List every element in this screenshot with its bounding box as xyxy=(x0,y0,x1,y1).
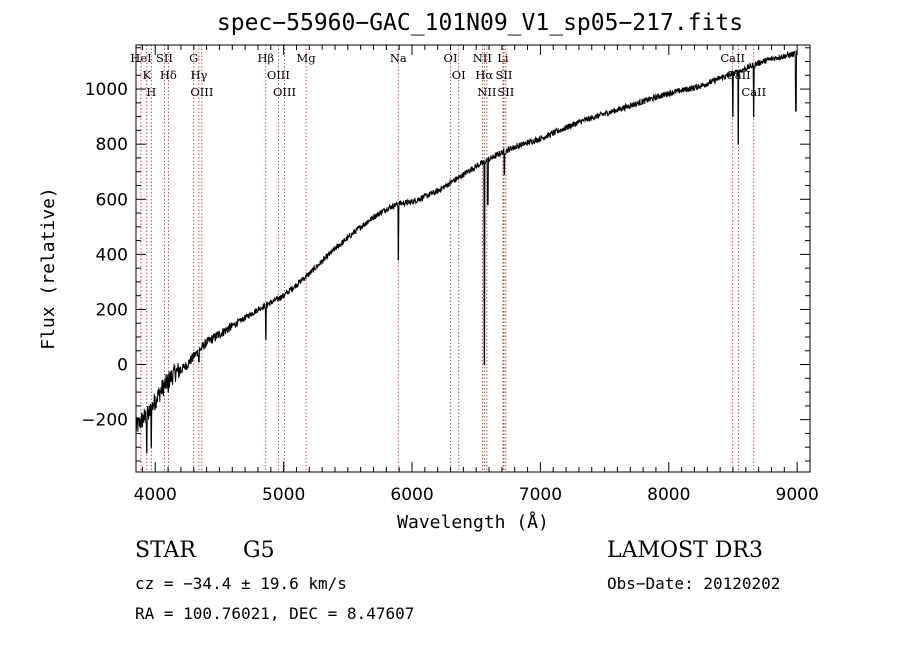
line-marker-label: Mg xyxy=(297,51,317,65)
y-tick-label: 0 xyxy=(117,356,128,376)
line-marker-label: HeI xyxy=(130,51,151,65)
line-marker-label: Hα xyxy=(475,68,493,82)
line-marker-label: OI xyxy=(452,68,466,82)
x-tick-label: 5000 xyxy=(262,485,305,505)
line-marker-label: OIII xyxy=(190,85,213,99)
line-marker-label: CaII xyxy=(720,51,745,65)
coordinates-label: RA = 100.76021, DEC = 8.47607 xyxy=(135,604,415,623)
plot-frame xyxy=(135,44,811,473)
line-marker-label: Li xyxy=(497,51,509,65)
line-marker-label: OIII xyxy=(267,68,290,82)
survey-label: LAMOST DR3 xyxy=(607,538,763,563)
y-tick-label: 400 xyxy=(96,245,128,265)
y-tick-label: 1000 xyxy=(85,80,128,100)
line-marker-label: Na xyxy=(390,51,407,65)
redshift-label: cz = −34.4 ± 19.6 km/s xyxy=(135,574,347,593)
y-tick-label: 200 xyxy=(96,300,128,320)
line-marker-label: OI xyxy=(444,51,458,65)
x-tick-label: 6000 xyxy=(390,485,433,505)
line-marker-label: Hδ xyxy=(160,68,177,82)
line-marker-label: Hβ xyxy=(257,51,274,65)
line-marker-label: NII xyxy=(473,51,492,65)
x-tick-label: 7000 xyxy=(519,485,562,505)
line-marker-label: OIII xyxy=(273,85,296,99)
chart-title: spec−55960−GAC_101N09_V1_sp05−217.fits xyxy=(216,10,744,36)
line-marker-label: G xyxy=(189,51,198,65)
line-marker-label: SII xyxy=(497,85,514,99)
y-tick-label: 600 xyxy=(96,190,128,210)
line-marker-label: H xyxy=(146,85,156,99)
object-subclass: G5 xyxy=(243,538,275,563)
line-marker-label: NII xyxy=(477,85,496,99)
obs-date-label: Obs−Date: 20120202 xyxy=(607,574,781,593)
x-tick-label: 8000 xyxy=(647,485,690,505)
spectrum-line xyxy=(135,50,798,454)
x-tick-label: 4000 xyxy=(134,485,177,505)
object-class: STAR xyxy=(135,538,196,563)
x-tick-label: 9000 xyxy=(776,485,819,505)
line-marker-label: SII xyxy=(495,68,512,82)
y-tick-label: −200 xyxy=(81,411,128,431)
y-tick-label: 800 xyxy=(96,135,128,155)
y-axis-label: Flux (relative) xyxy=(38,187,59,350)
line-marker-label: SII xyxy=(156,51,173,65)
line-marker-label: Hγ xyxy=(190,68,207,82)
x-axis-label: Wavelength (Å) xyxy=(397,511,549,533)
line-marker-label: K xyxy=(142,68,151,82)
